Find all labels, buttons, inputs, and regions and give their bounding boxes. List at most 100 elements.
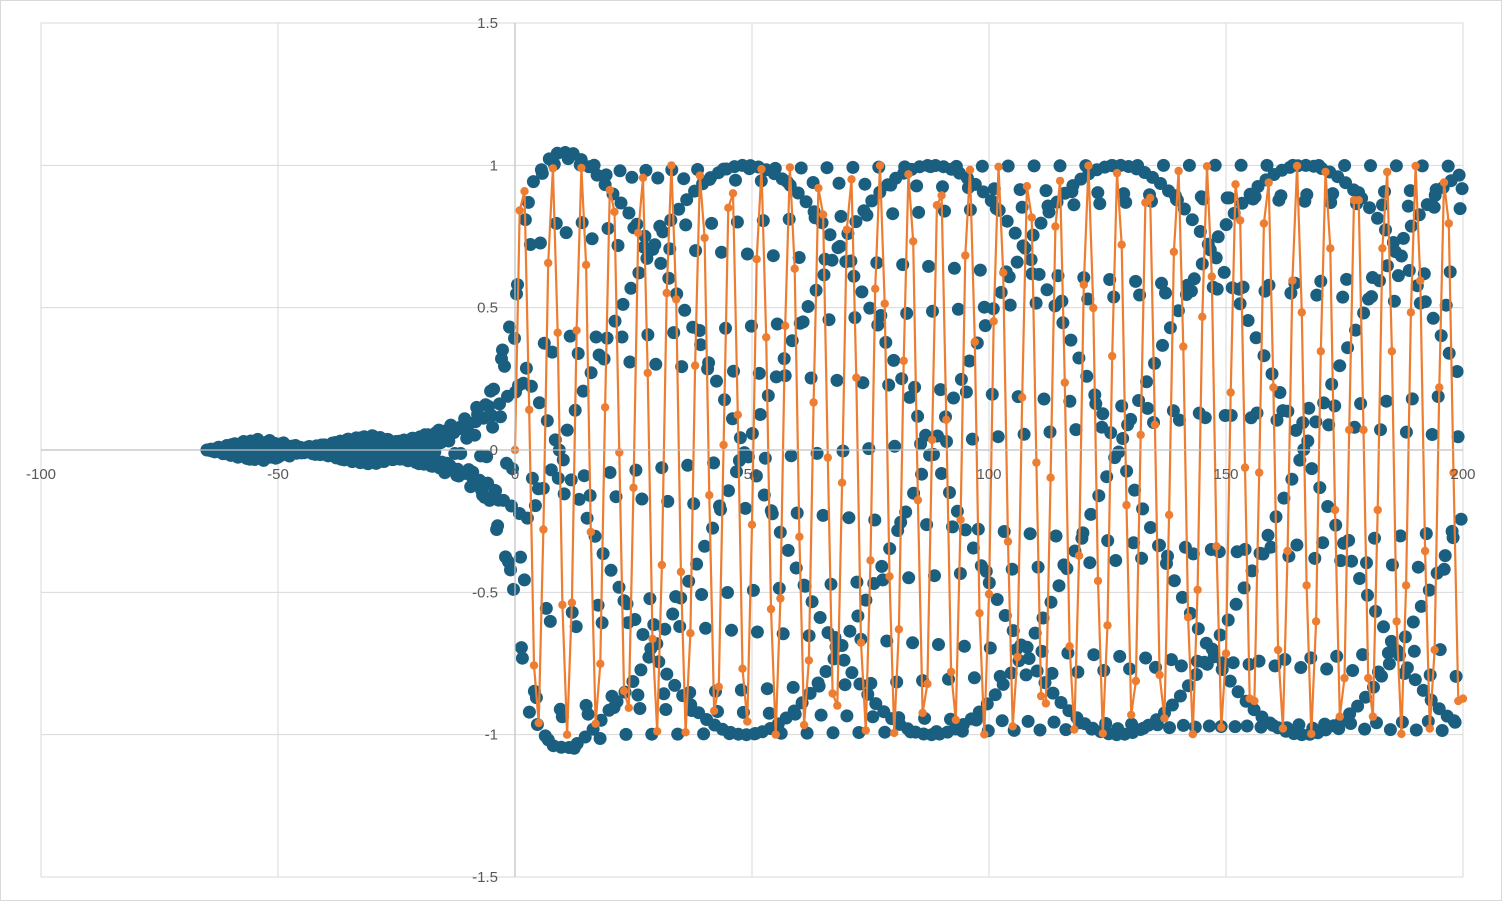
orange-point (676, 567, 686, 577)
blue-point (1342, 533, 1356, 547)
orange-point (1079, 280, 1089, 289)
blue-point (507, 582, 520, 596)
blue-point (690, 557, 704, 571)
blue-point (1237, 581, 1251, 595)
orange-point (638, 173, 648, 182)
blue-point (1028, 626, 1042, 640)
orange-point (790, 264, 799, 273)
orange-point (861, 726, 870, 735)
blue-point (1333, 359, 1347, 373)
orange-point (515, 206, 524, 215)
blue-point (1435, 724, 1449, 737)
orange-point (1387, 347, 1397, 356)
blue-point (855, 285, 869, 299)
blue-point (629, 463, 643, 477)
orange-point (653, 727, 662, 736)
blue-point (1010, 255, 1024, 269)
blue-point (1328, 399, 1342, 413)
orange-point (553, 328, 562, 337)
blue-point (911, 409, 925, 423)
blue-point (1167, 574, 1181, 588)
blue-point (1407, 644, 1421, 658)
orange-point (814, 183, 823, 193)
blue-point (1377, 620, 1390, 634)
blue-point (1176, 718, 1190, 732)
blue-point (1378, 185, 1391, 199)
blue-point (506, 462, 519, 476)
blue-point (975, 159, 989, 173)
orange-point (1188, 730, 1198, 739)
blue-point (1326, 187, 1340, 201)
orange-point (1046, 473, 1055, 482)
blue-point (1140, 375, 1154, 389)
blue-point (1191, 622, 1205, 636)
blue-point (1209, 251, 1223, 265)
orange-point (1198, 312, 1207, 321)
blue-point (549, 216, 563, 230)
blue-point (504, 563, 517, 577)
blue-point (1343, 707, 1357, 721)
y-tick-label: 1 (490, 157, 498, 174)
blue-point (1087, 648, 1101, 662)
orange-point (1383, 167, 1392, 177)
orange-point (1146, 193, 1155, 202)
blue-point (679, 218, 693, 232)
x-tick-label: -100 (26, 466, 56, 483)
blue-point (1003, 298, 1017, 312)
orange-point (1212, 542, 1221, 551)
blue-point (648, 238, 662, 252)
orange-point (1297, 308, 1307, 317)
blue-point (899, 505, 913, 519)
blue-point (752, 366, 766, 380)
blue-point (487, 382, 501, 396)
orange-point (648, 634, 657, 644)
orange-point (937, 191, 946, 200)
blue-point (1187, 272, 1201, 286)
orange-point (1041, 699, 1051, 708)
blue-point (1364, 159, 1377, 173)
blue-point (1219, 218, 1233, 232)
orange-point (852, 373, 861, 382)
orange-point (875, 161, 885, 170)
orange-point (951, 715, 960, 725)
blue-point (826, 726, 840, 740)
blue-point (1112, 445, 1126, 459)
blue-point (834, 209, 848, 223)
orange-point (743, 717, 752, 726)
x-tick-label: 100 (976, 466, 1001, 483)
orange-point (1098, 729, 1108, 738)
blue-point (1418, 295, 1432, 309)
blue-point (1211, 230, 1225, 244)
blue-point (668, 678, 682, 692)
blue-point (1231, 685, 1245, 699)
blue-point (1330, 649, 1344, 663)
orange-point (1283, 546, 1292, 556)
blue-point (635, 492, 649, 506)
orange-point (1221, 649, 1231, 658)
blue-point (1093, 197, 1107, 211)
blue-point (745, 427, 759, 440)
orange-point (520, 187, 529, 196)
blue-point (801, 300, 815, 313)
orange-point (828, 689, 837, 698)
blue-point (569, 620, 583, 634)
orange-point (1240, 463, 1250, 472)
blue-point (1067, 198, 1081, 212)
blue-point (551, 471, 565, 485)
blue-point (772, 581, 786, 595)
blue-point (612, 580, 626, 594)
blue-point (1274, 189, 1288, 203)
blue-point (1228, 720, 1242, 734)
orange-point (818, 210, 828, 219)
orange-point (643, 368, 652, 378)
orange-point (833, 701, 842, 710)
blue-point (1449, 669, 1463, 683)
blue-point (545, 345, 559, 359)
blue-point (1341, 341, 1355, 355)
blue-point (1346, 664, 1360, 677)
blue-point (962, 354, 976, 368)
orange-point (1292, 161, 1302, 171)
orange-point (1202, 162, 1212, 171)
blue-point (903, 390, 917, 404)
blue-point (1189, 668, 1203, 681)
